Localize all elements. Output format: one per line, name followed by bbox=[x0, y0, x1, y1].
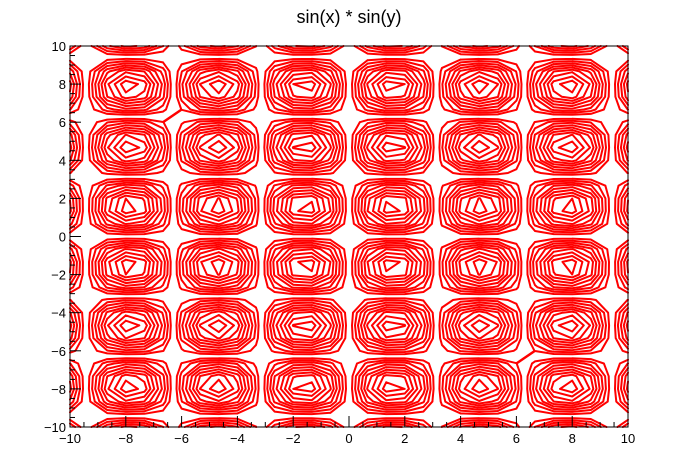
y-tick-label: −6 bbox=[51, 344, 66, 359]
contour-level-8 bbox=[69, 45, 629, 428]
y-tick-label: 0 bbox=[59, 230, 66, 245]
contour-level-2 bbox=[107, 71, 591, 402]
y-axis: −10 −8 −6 −4 −2 0 2 4 6 8 10 bbox=[44, 39, 81, 435]
x-tick-label: 10 bbox=[621, 431, 635, 446]
contour-level-14 bbox=[103, 68, 595, 405]
contour-level-10 bbox=[69, 45, 629, 428]
y-tick-label: 8 bbox=[59, 77, 66, 92]
x-tick-label: 2 bbox=[401, 431, 408, 446]
contour-level-1 bbox=[113, 75, 585, 398]
x-tick-label: 8 bbox=[569, 431, 576, 446]
contour-level-0 bbox=[119, 79, 579, 394]
contour-level-12 bbox=[69, 45, 629, 428]
x-tick-label: −8 bbox=[118, 431, 133, 446]
y-tick-label: 10 bbox=[52, 39, 66, 54]
chart-title: sin(x) * sin(y) bbox=[296, 7, 401, 27]
y-tick-label: 4 bbox=[59, 153, 66, 168]
contour-level-6 bbox=[69, 45, 629, 428]
plot-frame bbox=[69, 45, 629, 428]
x-tick-label: 0 bbox=[345, 431, 352, 446]
contour-level-16 bbox=[113, 75, 585, 398]
y-tick-label: −8 bbox=[51, 382, 66, 397]
y-tick-label: −10 bbox=[44, 420, 66, 435]
x-tick-label: 6 bbox=[513, 431, 520, 446]
y-tick-label: −2 bbox=[51, 268, 66, 283]
y-tick-label: −4 bbox=[51, 306, 66, 321]
x-tick-label: 4 bbox=[457, 431, 464, 446]
contour-level-17 bbox=[119, 79, 579, 394]
contour-level-5 bbox=[69, 45, 629, 428]
contour-level-13 bbox=[69, 45, 629, 428]
contour-lines bbox=[69, 45, 629, 428]
x-tick-label: −4 bbox=[230, 431, 245, 446]
contour-level-15 bbox=[107, 71, 591, 402]
contour-level-4 bbox=[69, 45, 629, 428]
x-tick-label: −2 bbox=[286, 431, 301, 446]
contour-level-11 bbox=[69, 45, 629, 428]
contour-level-3 bbox=[103, 68, 595, 405]
x-tick-label: −6 bbox=[174, 431, 189, 446]
contour-level-7 bbox=[69, 45, 629, 428]
y-tick-label: 2 bbox=[59, 191, 66, 206]
y-tick-label: 6 bbox=[59, 115, 66, 130]
contour-level-9 bbox=[69, 45, 629, 428]
x-axis: −10 −8 −6 −4 −2 0 2 4 6 8 10 bbox=[59, 416, 635, 446]
x-tick-label: −10 bbox=[59, 431, 81, 446]
